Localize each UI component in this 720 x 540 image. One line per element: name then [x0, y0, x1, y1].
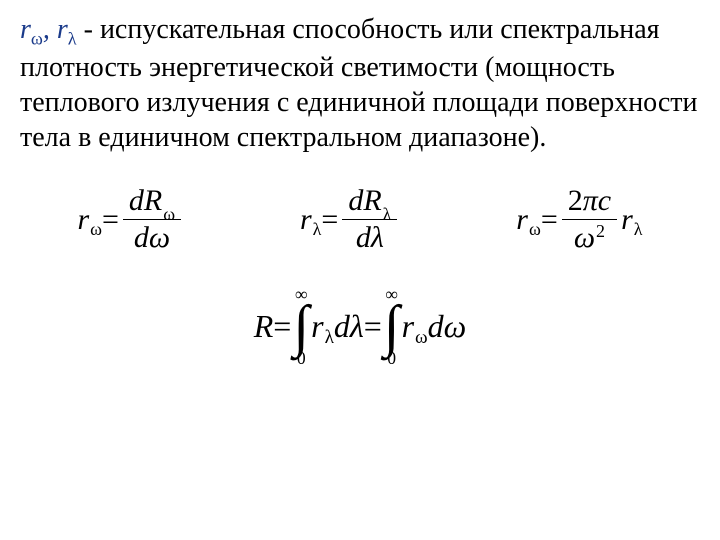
symbol-r-lambda: rλ	[57, 14, 77, 45]
limit-bottom: 0	[297, 350, 306, 368]
comma: ,	[43, 14, 57, 45]
var-r: r	[621, 203, 633, 237]
differential: d	[428, 308, 444, 345]
integral-1: ∞ ∫ 0	[293, 286, 309, 367]
equals: =	[321, 203, 338, 237]
var-lambda: λ	[350, 308, 364, 345]
equation-integral: R = ∞ ∫ 0 rλ dλ = ∞ ∫ 0 rω dω	[254, 286, 467, 367]
sub-omega: ω	[415, 327, 428, 349]
var-r: r	[402, 308, 414, 345]
numerator: 2πc	[562, 183, 617, 220]
equals: =	[273, 308, 291, 345]
differential: d	[334, 308, 350, 345]
sub-lambda: λ	[313, 219, 322, 240]
equals: =	[102, 203, 119, 237]
equation-r-omega: rω = dRω dω	[77, 183, 185, 256]
fraction: dRλ dλ	[342, 183, 397, 256]
integral-sign: ∫	[293, 304, 309, 350]
denominator: ω2	[568, 220, 611, 256]
equation-r-lambda: rλ = dRλ dλ	[300, 183, 401, 256]
fraction: dRω dω	[123, 183, 181, 256]
integral-2: ∞ ∫ 0	[384, 286, 400, 367]
equals: =	[364, 308, 382, 345]
definition-paragraph: rω, rλ - испускательная способность или …	[20, 12, 700, 155]
equation-row-2: R = ∞ ∫ 0 rλ dλ = ∞ ∫ 0 rω dω	[20, 286, 700, 367]
var-r: r	[77, 203, 89, 237]
limit-bottom: 0	[387, 350, 396, 368]
sub-lambda: λ	[634, 219, 643, 240]
equation-row-1: rω = dRω dω rλ = dRλ dλ rω = 2πc ω2 rλ	[20, 183, 700, 256]
subscript-lambda: λ	[68, 29, 77, 49]
var-r: r	[311, 308, 323, 345]
equals: =	[541, 203, 558, 237]
var-r: r	[516, 203, 528, 237]
var-R: R	[254, 308, 274, 345]
sub-omega: ω	[529, 219, 541, 240]
equation-conversion: rω = 2πc ω2 rλ	[516, 183, 642, 256]
subscript-omega: ω	[31, 29, 43, 49]
denominator: dω	[128, 220, 176, 256]
var-omega: ω	[444, 308, 467, 345]
numerator: dRλ	[342, 183, 397, 220]
numerator: dRω	[123, 183, 181, 220]
denominator: dλ	[350, 220, 390, 256]
sub-lambda: λ	[325, 327, 334, 349]
sub-omega: ω	[90, 219, 102, 240]
integral-sign: ∫	[384, 304, 400, 350]
var-r: r	[300, 203, 312, 237]
fraction: 2πc ω2	[562, 183, 617, 256]
symbol-r-omega: rω	[20, 14, 43, 45]
definition-text: - испускательная способность или спектра…	[20, 14, 698, 153]
slide-content: rω, rλ - испускательная способность или …	[0, 0, 720, 380]
